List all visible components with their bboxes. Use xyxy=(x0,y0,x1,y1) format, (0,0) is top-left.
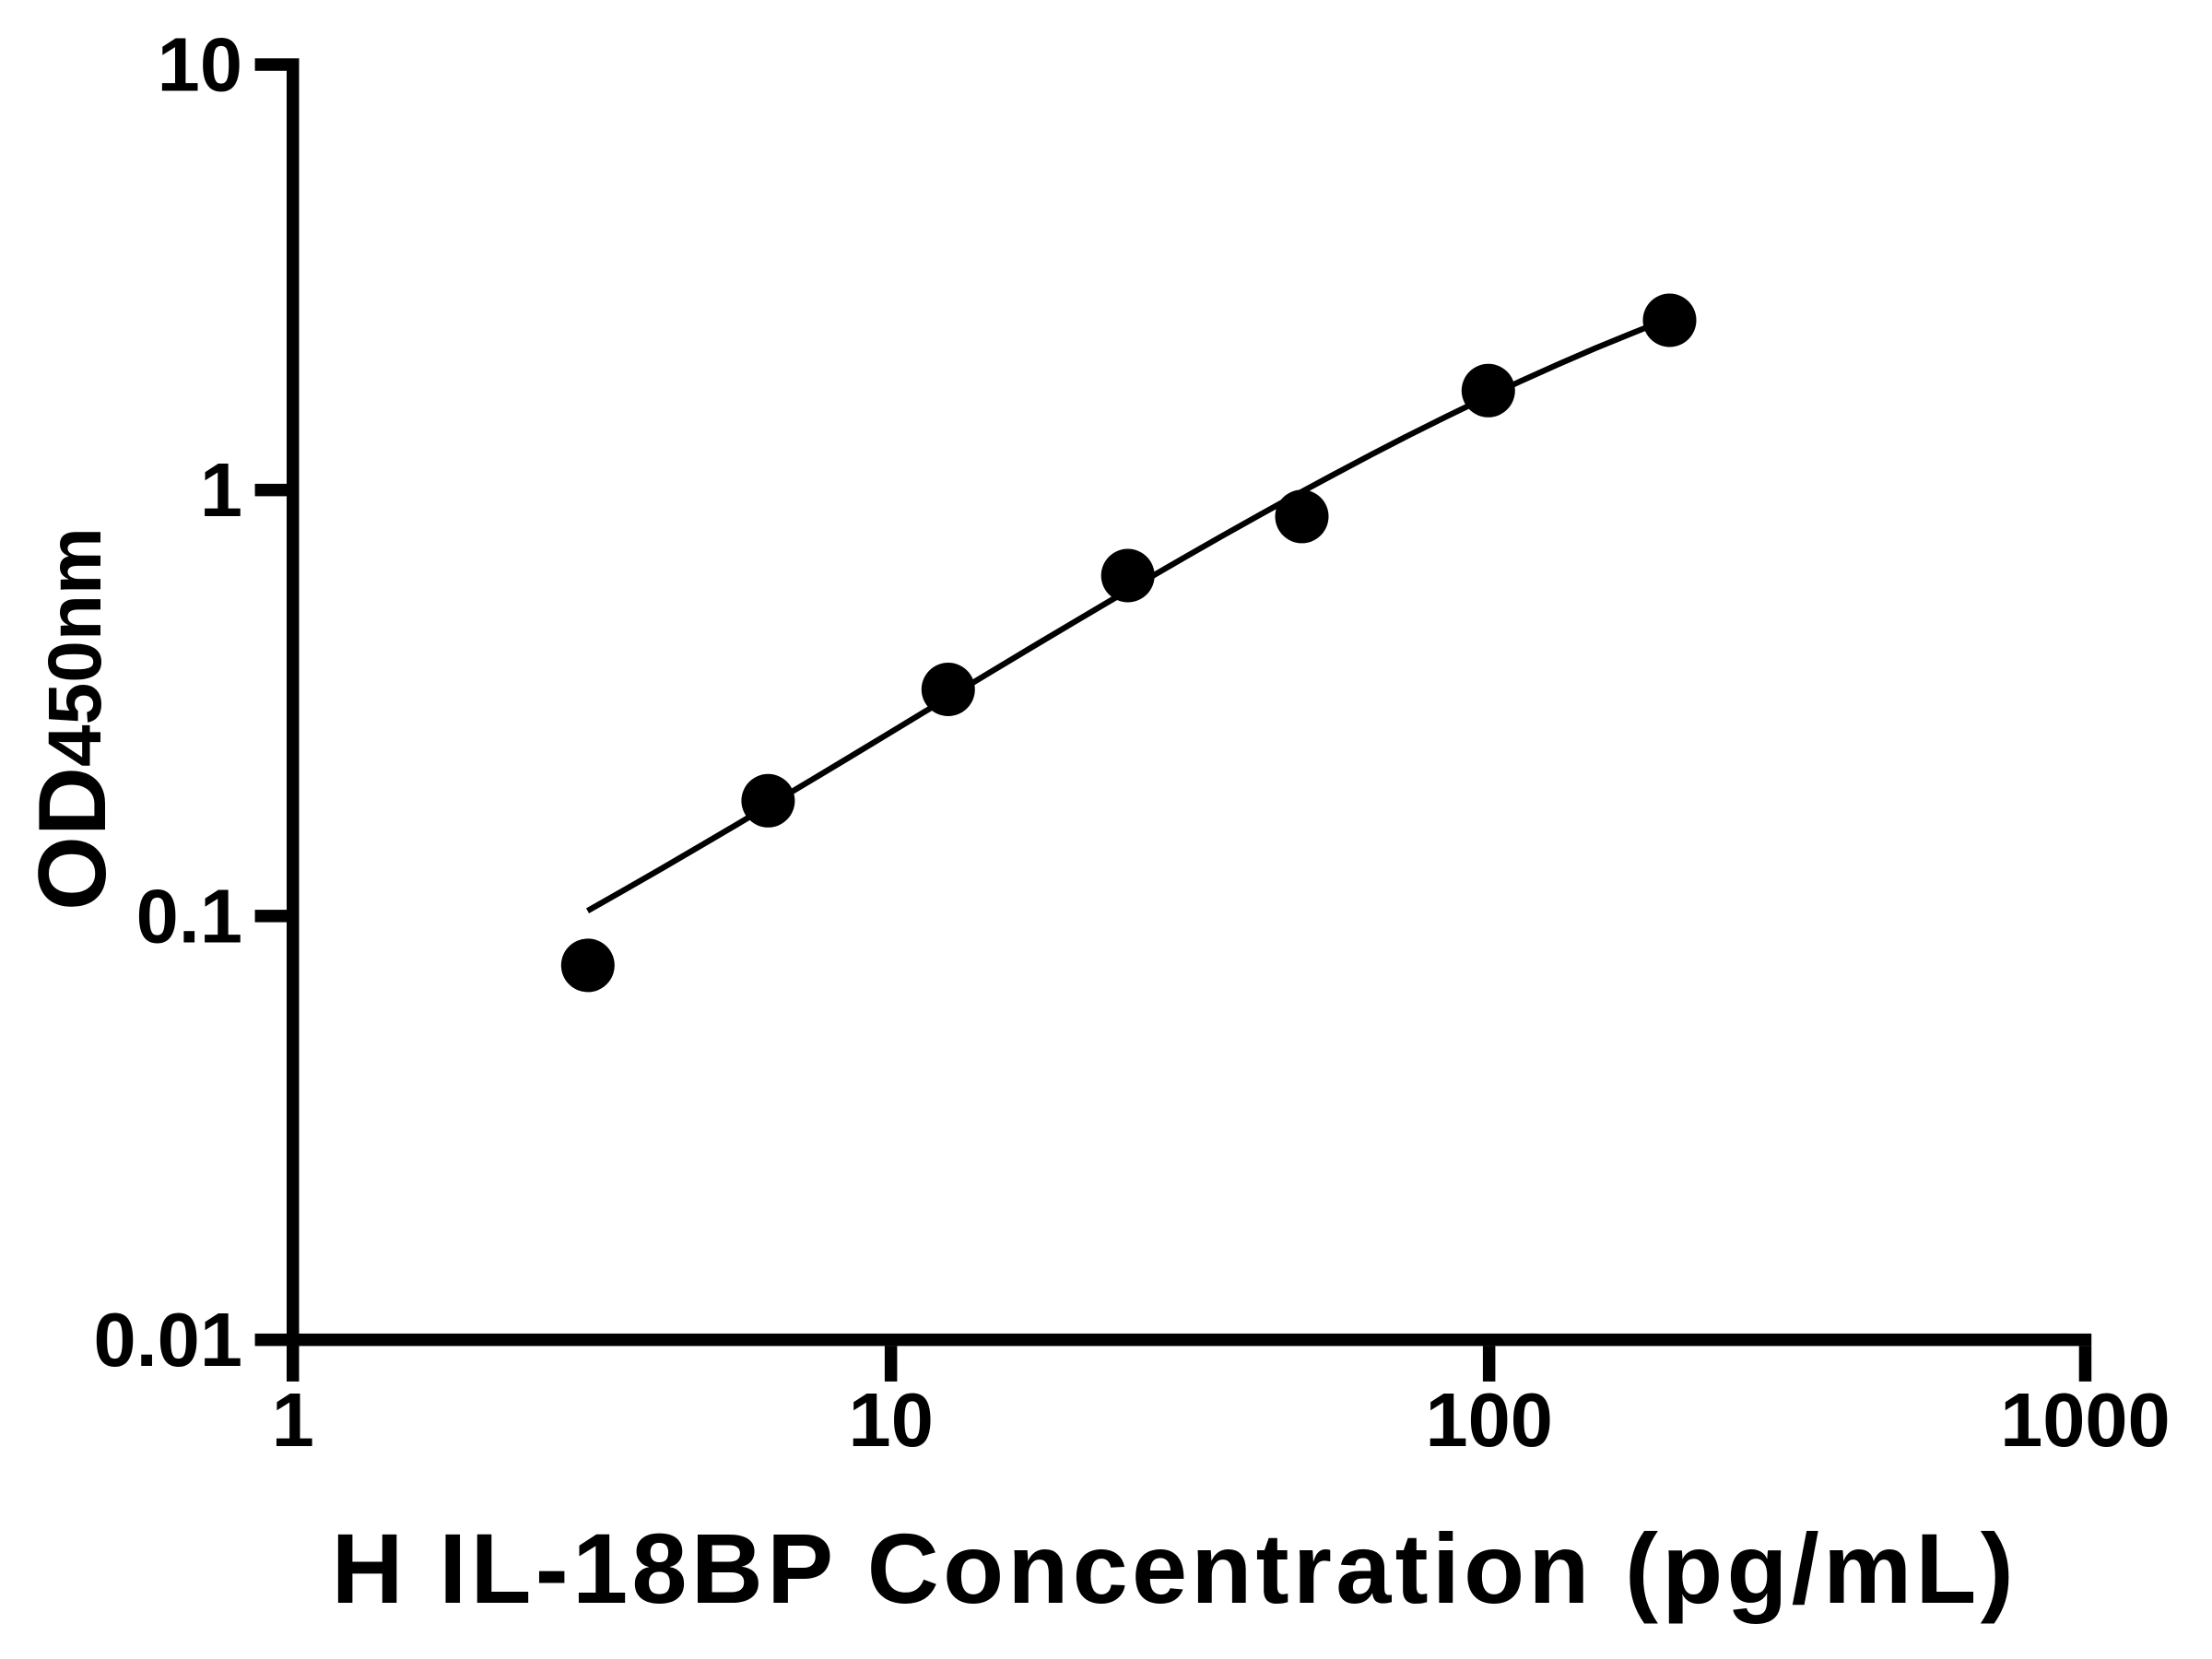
svg-text:1: 1 xyxy=(200,447,242,533)
svg-text:OD450nm: OD450nm xyxy=(19,527,126,911)
svg-text:10: 10 xyxy=(158,22,242,108)
svg-text:1: 1 xyxy=(272,1377,314,1463)
svg-text:0.1: 0.1 xyxy=(136,873,242,959)
svg-text:100: 100 xyxy=(1425,1377,1552,1463)
svg-text:H IL-18BP Concentration (pg/mL: H IL-18BP Concentration (pg/mL) xyxy=(332,1512,2018,1624)
svg-text:1000: 1000 xyxy=(2000,1377,2171,1463)
svg-text:0.01: 0.01 xyxy=(93,1297,242,1382)
svg-text:10: 10 xyxy=(849,1377,934,1463)
